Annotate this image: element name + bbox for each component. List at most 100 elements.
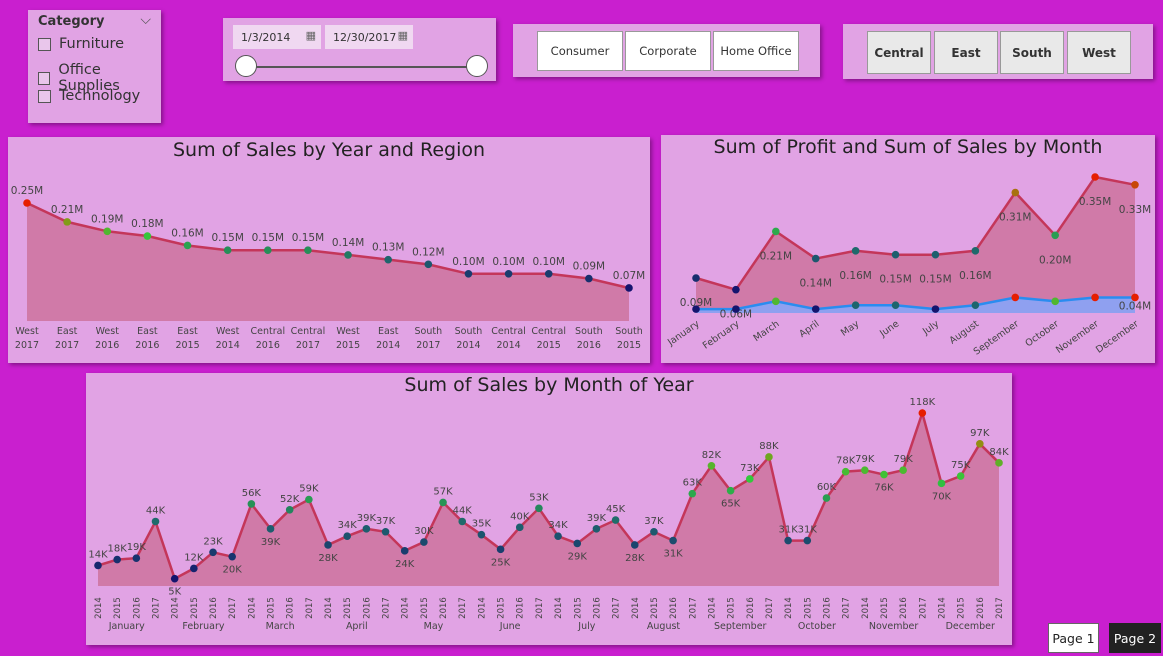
data-label: 44K [146,505,166,516]
data-point [630,541,639,549]
data-point [424,260,433,269]
x-tick-label-year: 2015 [650,597,660,619]
data-point-sales [891,250,900,259]
x-tick-label-year: 2014 [554,597,564,619]
x-tick-label-year: 2015 [420,597,430,619]
category-item-furniture[interactable]: Furniture [38,36,124,52]
x-tick-label-year: 2017 [765,597,775,619]
category-item-office-supplies[interactable]: Office Supplies [38,62,161,94]
x-tick-label-year: 2015 [190,597,200,619]
x-tick-label-year: 2017 [995,597,1005,619]
area-fill [98,413,999,586]
x-tick-label: 2017 [416,340,440,351]
data-label: 84K [989,447,1009,458]
data-point [344,251,352,259]
data-point [625,284,633,292]
page-2-button[interactable]: Page 2 [1109,623,1161,653]
x-tick-label-year: 2014 [937,597,947,619]
x-tick-label-month: February [182,621,224,632]
data-point-profit [931,305,940,313]
data-label: 0.15M [292,232,324,244]
date-slider-end-handle[interactable] [466,55,488,77]
x-tick-label-year: 2016 [592,597,602,619]
data-label: 52K [280,494,300,505]
x-tick-label: 2016 [256,340,280,351]
x-tick-label: March [751,318,781,344]
x-tick-label-month: April [346,621,368,632]
data-label-sales: 0.31M [999,212,1031,224]
x-tick-label: September [972,318,1021,357]
x-tick-label: East [137,326,158,337]
data-label: 65K [721,499,741,510]
data-point [343,532,352,540]
category-item-technology[interactable]: Technology [38,88,140,104]
x-tick-label: February [701,318,742,351]
x-tick-label: East [177,326,198,337]
x-tick-label: 2016 [95,340,119,351]
region-button-central[interactable]: Central [867,31,931,74]
data-point-sales [811,254,820,263]
data-label: 19K [127,542,147,553]
data-label: 25K [491,557,511,568]
x-tick-label-year: 2016 [976,597,986,619]
data-point [899,466,907,474]
calendar-icon[interactable]: ▦ [305,29,316,42]
x-tick-label-year: 2014 [94,597,104,619]
data-label: 39K [357,513,377,524]
x-tick-label-month: January [108,621,145,632]
profit-sales-by-month-plot: 0.09M 0.06M 0.21M 0.14M 0.16M 0.15M 0.15M 0.16M… [665,173,1151,358]
data-point [726,486,735,495]
x-tick-label-month: November [869,621,919,632]
segment-button-consumer[interactable]: Consumer [537,31,623,71]
checkbox[interactable] [38,71,51,85]
data-point [745,475,754,483]
data-label: 28K [625,553,645,564]
data-point [285,505,294,514]
date-slider-track[interactable] [245,66,478,68]
page-1-button[interactable]: Page 1 [1048,623,1099,653]
x-tick-label: 2017 [15,340,39,351]
data-point [841,467,850,476]
region-button-south[interactable]: South [1000,31,1064,74]
data-label: 28K [318,553,338,564]
x-tick-label: West [336,326,360,337]
checkbox[interactable] [38,89,51,103]
data-label: 18K [108,544,128,555]
data-label: 14K [88,549,108,560]
x-tick-label: May [839,318,862,338]
data-point [765,453,773,461]
chevron-down-icon[interactable]: ⌵ [140,12,151,28]
region-button-east[interactable]: East [934,31,998,74]
data-point-profit [1011,293,1020,302]
data-point [611,516,620,524]
segment-button-home-office[interactable]: Home Office [713,31,799,71]
data-label: 88K [759,441,779,452]
end-date-field[interactable]: 12/30/2017 ▦ [325,25,413,49]
data-point-sales [1011,188,1020,197]
x-tick-label-year: 2014 [324,597,334,619]
x-tick-label: Central [251,326,286,337]
checkbox[interactable] [38,37,51,51]
data-point-profit [1091,293,1099,302]
x-tick-label-year: 2017 [842,597,852,619]
data-point-profit [1131,293,1139,302]
date-slider-start-handle[interactable] [235,55,257,77]
data-label: 97K [970,428,990,439]
x-tick-label-year: 2014 [707,597,717,619]
x-tick-label-year: 2016 [516,597,526,619]
x-tick-label: 2016 [135,340,159,351]
segment-button-corporate[interactable]: Corporate [625,31,711,71]
data-point [688,489,697,498]
calendar-icon[interactable]: ▦ [397,29,408,42]
start-date-field[interactable]: 1/3/2014 ▦ [233,25,321,49]
x-tick-label-year: 2015 [113,597,123,619]
x-tick-label-month: September [714,621,767,632]
data-point-profit [1051,297,1059,306]
x-tick-label-month: October [798,621,836,632]
data-label: 45K [606,504,626,515]
data-label: 0.10M [452,256,484,268]
region-button-west[interactable]: West [1067,31,1131,74]
data-label: 37K [376,516,396,527]
data-point [170,574,179,583]
data-point [420,538,428,546]
